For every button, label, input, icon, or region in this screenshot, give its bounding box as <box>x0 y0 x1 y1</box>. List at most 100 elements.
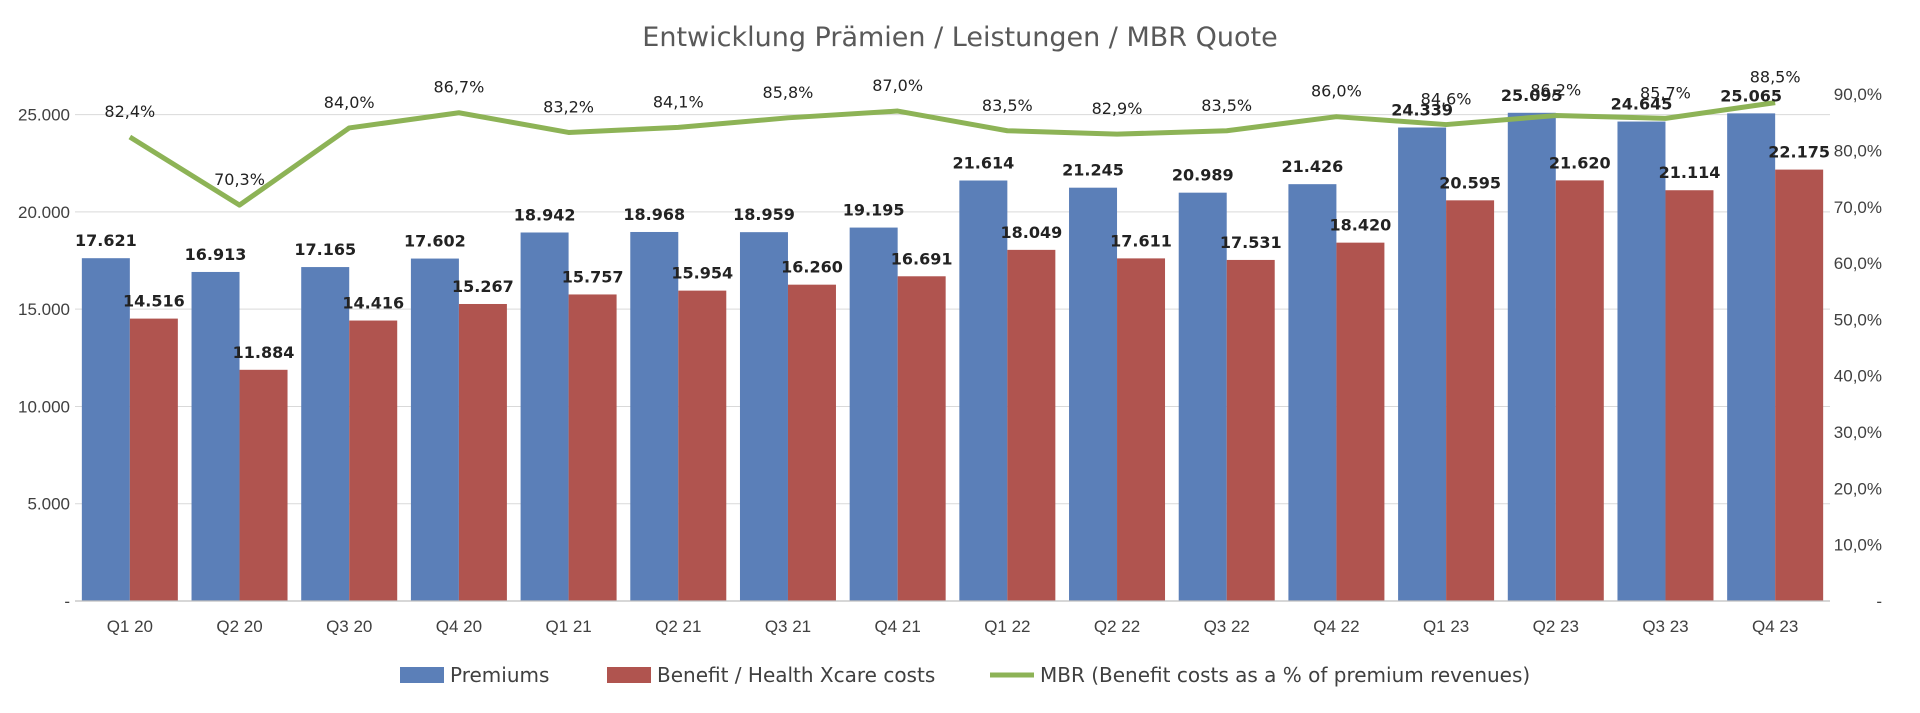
mbr-data-label: 87,0% <box>872 76 923 95</box>
benefit-data-label: 15.267 <box>452 277 514 296</box>
chart-title: Entwicklung Prämien / Leistungen / MBR Q… <box>642 22 1277 53</box>
benefit-data-label: 17.531 <box>1220 233 1282 252</box>
bar-premiums <box>1178 192 1227 601</box>
y-right-tick-label: 80,0% <box>1834 141 1882 160</box>
benefit-data-label: 17.611 <box>1110 231 1172 250</box>
mbr-data-label: 83,2% <box>543 97 594 116</box>
bar-premiums <box>301 267 350 601</box>
benefit-data-label: 18.049 <box>1000 223 1062 242</box>
bar-premiums <box>959 180 1008 601</box>
mbr-data-label: 88,5% <box>1750 68 1801 87</box>
y-left-tick-label: 25.000 <box>18 106 70 125</box>
x-tick-label: Q2 22 <box>1094 617 1140 636</box>
x-tick-label: Q1 20 <box>107 617 153 636</box>
premiums-data-label: 16.913 <box>185 245 247 264</box>
y-left-tick-label: 5.000 <box>27 495 70 514</box>
legend-label: Premiums <box>450 663 549 687</box>
bar-premiums <box>1398 127 1447 601</box>
bar-premiums <box>1069 187 1118 602</box>
bar-premiums <box>81 258 130 601</box>
bar-benefit-costs <box>239 369 288 601</box>
legend: Premiums Benefit / Health Xcare costs MBR … <box>400 663 1530 687</box>
y-left-tick-label: - <box>64 592 70 611</box>
benefit-data-label: 15.954 <box>671 264 733 283</box>
bar-premiums <box>849 227 898 601</box>
mbr-line <box>128 100 1776 208</box>
mbr-data-label: 86,2% <box>1530 81 1581 100</box>
mbr-data-label: 86,7% <box>433 78 484 97</box>
mbr-data-label: 85,8% <box>763 83 814 102</box>
premiums-data-label: 19.195 <box>843 201 905 220</box>
x-tick-label: Q2 21 <box>655 617 701 636</box>
x-tick-label: Q3 21 <box>765 617 811 636</box>
bar-benefit-costs <box>1007 249 1056 601</box>
x-tick-label: Q4 23 <box>1752 617 1798 636</box>
y-left-tick-label: 20.000 <box>18 203 70 222</box>
legend-benefit-costs: Benefit / Health Xcare costs <box>607 663 935 687</box>
y-right-tick-label: 30,0% <box>1834 423 1882 442</box>
premiums-data-label: 24.339 <box>1391 100 1453 119</box>
x-tick-label: Q4 20 <box>436 617 482 636</box>
mbr-data-label: 84,1% <box>653 92 704 111</box>
y-right-tick-label: 60,0% <box>1834 254 1882 273</box>
y-right-tick-label: 40,0% <box>1834 367 1882 386</box>
bar-benefit-costs <box>1775 169 1824 601</box>
bar-benefit-costs <box>678 290 727 601</box>
y-right-tick-label: - <box>1876 592 1882 611</box>
premiums-data-label: 24.645 <box>1611 95 1673 114</box>
bar-benefit-costs <box>1665 190 1714 601</box>
y-right-tick-label: 50,0% <box>1834 310 1882 329</box>
mbr-data-label: 84,6% <box>1421 90 1472 109</box>
benefit-data-label: 11.884 <box>233 343 295 362</box>
bar-benefit-costs <box>129 318 178 601</box>
x-tick-label: Q2 20 <box>216 617 262 636</box>
premiums-data-label: 17.165 <box>294 240 356 259</box>
bar-benefit-costs <box>1117 258 1166 601</box>
benefit-data-label: 15.757 <box>562 267 624 286</box>
x-tick-label: Q4 21 <box>875 617 921 636</box>
mbr-data-label: 70,3% <box>214 170 265 189</box>
y-right-tick-label: 20,0% <box>1834 479 1882 498</box>
y-left-tick-label: 10.000 <box>18 397 70 416</box>
legend-swatch <box>607 667 651 683</box>
bar-benefit-costs <box>897 276 946 601</box>
mbr-data-label: 83,5% <box>1201 96 1252 115</box>
bar-premiums <box>1288 184 1337 601</box>
benefit-data-label: 21.620 <box>1549 153 1611 172</box>
bar-benefit-costs <box>1446 200 1495 602</box>
premiums-data-label: 21.614 <box>952 154 1014 173</box>
y-right-tick-label: 70,0% <box>1834 198 1882 217</box>
bar-benefit-costs <box>1336 242 1385 601</box>
premiums-data-label: 17.621 <box>75 231 137 250</box>
premiums-data-label: 25.095 <box>1501 86 1563 105</box>
x-tick-label: Q4 22 <box>1313 617 1359 636</box>
bar-premiums <box>520 232 569 601</box>
x-tick-label: Q3 23 <box>1642 617 1688 636</box>
axes: - 5.000 10.000 15.000 20.000 25.000 - 10,0% 20,0… <box>18 85 1882 636</box>
legend-premiums: Premiums <box>400 663 549 687</box>
legend-label: MBR (Benefit costs as a % of premium rev… <box>1040 663 1530 687</box>
bar-benefit-costs <box>787 284 836 601</box>
mbr-data-label: 84,0% <box>324 93 375 112</box>
bar-premiums <box>1617 121 1666 601</box>
bar-premiums <box>410 258 459 601</box>
premiums-data-label: 25.065 <box>1720 86 1782 105</box>
premiums-data-label: 18.959 <box>733 205 795 224</box>
bar-benefit-costs <box>458 303 507 601</box>
premiums-data-label: 21.245 <box>1062 161 1124 180</box>
mbr-data-label: 82,9% <box>1092 99 1143 118</box>
x-tick-label: Q1 21 <box>545 617 591 636</box>
benefit-data-label: 14.416 <box>342 294 404 313</box>
x-tick-label: Q3 22 <box>1204 617 1250 636</box>
bar-benefit-costs <box>1555 180 1604 601</box>
premiums-data-label: 20.989 <box>1172 166 1234 185</box>
x-tick-label: Q3 20 <box>326 617 372 636</box>
y-left-tick-label: 15.000 <box>18 300 70 319</box>
bar-premiums <box>739 232 788 602</box>
x-tick-label: Q1 23 <box>1423 617 1469 636</box>
legend-swatch <box>400 667 444 683</box>
benefit-data-label: 18.420 <box>1330 216 1392 235</box>
premiums-data-label: 21.426 <box>1282 157 1344 176</box>
